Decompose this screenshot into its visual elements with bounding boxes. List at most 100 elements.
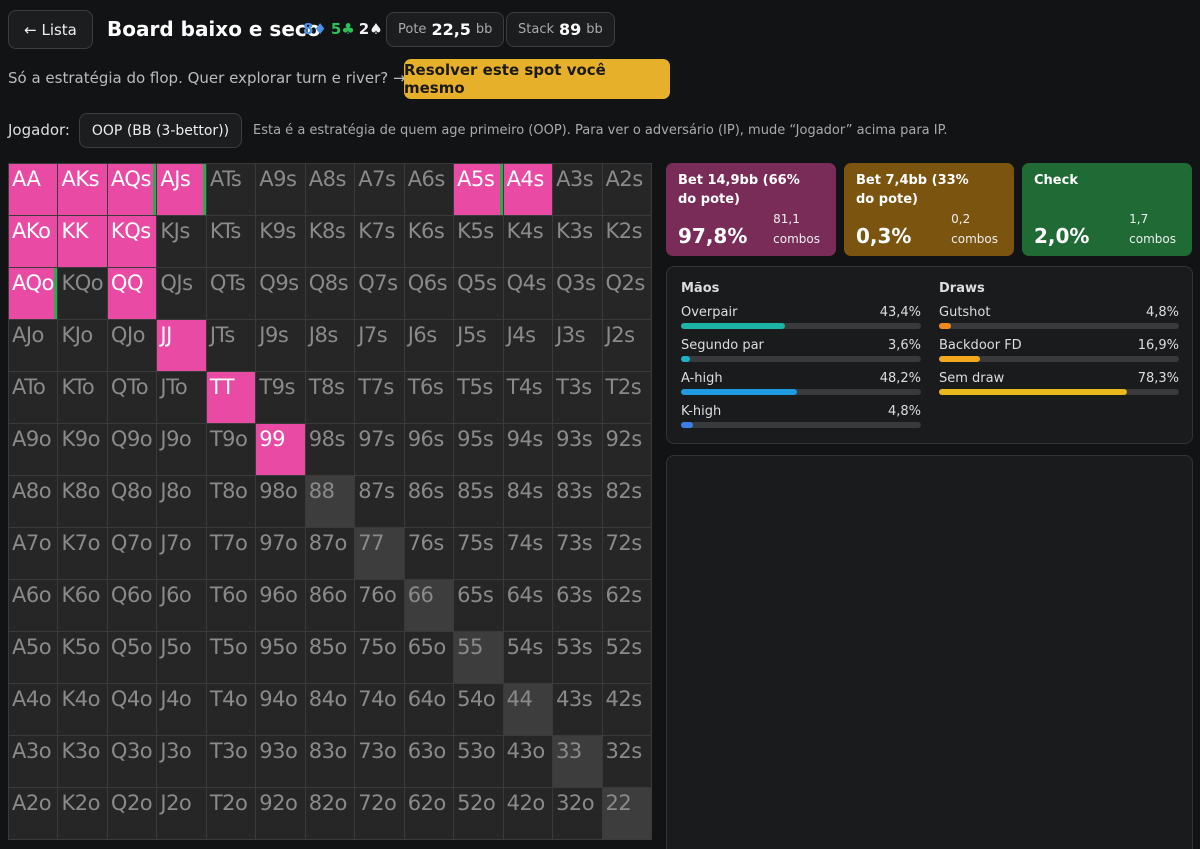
hand-cell[interactable]: Q4o: [107, 684, 157, 735]
hand-cell[interactable]: 65o: [404, 632, 454, 683]
hand-cell[interactable]: Q8o: [107, 476, 157, 527]
hand-cell[interactable]: J7s: [355, 320, 404, 371]
hand-cell[interactable]: 82o: [305, 788, 355, 839]
hand-cell[interactable]: QJo: [107, 320, 157, 371]
hand-cell[interactable]: Q4s: [503, 268, 553, 319]
hand-cell[interactable]: Q8s: [305, 268, 355, 319]
hand-cell[interactable]: A6s: [404, 164, 454, 215]
hand-cell[interactable]: 53o: [454, 736, 503, 787]
hand-cell[interactable]: 22: [602, 788, 651, 839]
hand-cell[interactable]: K7s: [355, 216, 404, 267]
hand-cell[interactable]: 65s: [454, 580, 503, 631]
hand-cell[interactable]: 32s: [602, 736, 651, 787]
hand-cell[interactable]: J4s: [503, 320, 553, 371]
hand-cell[interactable]: 75o: [355, 632, 404, 683]
hand-cell[interactable]: TT: [206, 372, 256, 423]
hand-cell[interactable]: Q7o: [107, 528, 157, 579]
hand-cell[interactable]: KJo: [58, 320, 107, 371]
hand-cell[interactable]: 75s: [454, 528, 503, 579]
hand-cell[interactable]: Q5s: [454, 268, 503, 319]
hand-cell[interactable]: 86o: [305, 580, 355, 631]
hand-cell[interactable]: 42o: [503, 788, 553, 839]
hand-cell[interactable]: T5s: [454, 372, 503, 423]
hand-cell[interactable]: J4o: [157, 684, 206, 735]
hand-cell[interactable]: T5o: [206, 632, 256, 683]
hand-cell[interactable]: 64o: [404, 684, 454, 735]
hand-cell[interactable]: 54s: [503, 632, 553, 683]
hand-cell[interactable]: KTs: [206, 216, 256, 267]
hand-cell[interactable]: 95o: [256, 632, 305, 683]
hand-cell[interactable]: J2s: [602, 320, 651, 371]
hand-cell[interactable]: Q6s: [404, 268, 454, 319]
hand-cell[interactable]: 63s: [553, 580, 602, 631]
hand-cell[interactable]: KTo: [58, 372, 107, 423]
hand-cell[interactable]: A4s: [503, 164, 553, 215]
hand-cell[interactable]: A9o: [9, 424, 58, 475]
hand-cell[interactable]: JTo: [157, 372, 206, 423]
hand-cell[interactable]: 85s: [454, 476, 503, 527]
hand-cell[interactable]: 82s: [602, 476, 651, 527]
hand-cell[interactable]: K8s: [305, 216, 355, 267]
solve-button[interactable]: Resolver este spot você mesmo: [404, 59, 670, 99]
hand-cell[interactable]: 42s: [602, 684, 651, 735]
hand-cell[interactable]: Q9o: [107, 424, 157, 475]
hand-cell[interactable]: A7o: [9, 528, 58, 579]
hand-cell[interactable]: T2o: [206, 788, 256, 839]
hand-cell[interactable]: 88: [305, 476, 355, 527]
hand-cell[interactable]: 97s: [355, 424, 404, 475]
hand-cell[interactable]: 97o: [256, 528, 305, 579]
hand-cell[interactable]: T4s: [503, 372, 553, 423]
hand-cell[interactable]: A7s: [355, 164, 404, 215]
hand-cell[interactable]: 66: [404, 580, 454, 631]
hand-cell[interactable]: JJ: [157, 320, 206, 371]
hand-cell[interactable]: 53s: [553, 632, 602, 683]
hand-cell[interactable]: T6o: [206, 580, 256, 631]
hand-cell[interactable]: J3o: [157, 736, 206, 787]
hand-cell[interactable]: KQs: [107, 216, 157, 267]
hand-cell[interactable]: T9s: [256, 372, 305, 423]
hand-cell[interactable]: 73s: [553, 528, 602, 579]
hand-cell[interactable]: T3s: [553, 372, 602, 423]
hand-cell[interactable]: Q6o: [107, 580, 157, 631]
hand-cell[interactable]: J8o: [157, 476, 206, 527]
hand-cell[interactable]: 72o: [355, 788, 404, 839]
hand-cell[interactable]: 62s: [602, 580, 651, 631]
hand-cell[interactable]: A2o: [9, 788, 58, 839]
hand-cell[interactable]: 85o: [305, 632, 355, 683]
hand-cell[interactable]: A5s: [454, 164, 503, 215]
hand-cell[interactable]: A5o: [9, 632, 58, 683]
hand-cell[interactable]: 76s: [404, 528, 454, 579]
hand-cell[interactable]: Q3s: [553, 268, 602, 319]
back-button[interactable]: ← Lista: [8, 10, 93, 49]
hand-cell[interactable]: K2o: [58, 788, 107, 839]
hand-cell[interactable]: K5s: [454, 216, 503, 267]
hand-cell[interactable]: T8o: [206, 476, 256, 527]
hand-cell[interactable]: 54o: [454, 684, 503, 735]
player-select[interactable]: OOP (BB (3-bettor)): [79, 113, 242, 148]
hand-cell[interactable]: K8o: [58, 476, 107, 527]
hand-cell[interactable]: 92s: [602, 424, 651, 475]
hand-cell[interactable]: 99: [256, 424, 305, 475]
hand-cell[interactable]: 43s: [553, 684, 602, 735]
hand-cell[interactable]: 94s: [503, 424, 553, 475]
hand-cell[interactable]: 93o: [256, 736, 305, 787]
hand-cell[interactable]: AA: [9, 164, 58, 215]
hand-cell[interactable]: AJo: [9, 320, 58, 371]
hand-cell[interactable]: J6o: [157, 580, 206, 631]
hand-cell[interactable]: K6o: [58, 580, 107, 631]
hand-cell[interactable]: QQ: [107, 268, 157, 319]
hand-cell[interactable]: J6s: [404, 320, 454, 371]
hand-cell[interactable]: A9s: [256, 164, 305, 215]
hand-cell[interactable]: KK: [58, 216, 107, 267]
hand-cell[interactable]: 63o: [404, 736, 454, 787]
hand-cell[interactable]: 98o: [256, 476, 305, 527]
hand-cell[interactable]: T3o: [206, 736, 256, 787]
hand-cell[interactable]: 92o: [256, 788, 305, 839]
hand-cell[interactable]: 62o: [404, 788, 454, 839]
hand-cell[interactable]: QJs: [157, 268, 206, 319]
hand-cell[interactable]: T7o: [206, 528, 256, 579]
hand-cell[interactable]: 52s: [602, 632, 651, 683]
hand-cell[interactable]: Q7s: [355, 268, 404, 319]
hand-cell[interactable]: A2s: [602, 164, 651, 215]
hand-cell[interactable]: Q3o: [107, 736, 157, 787]
